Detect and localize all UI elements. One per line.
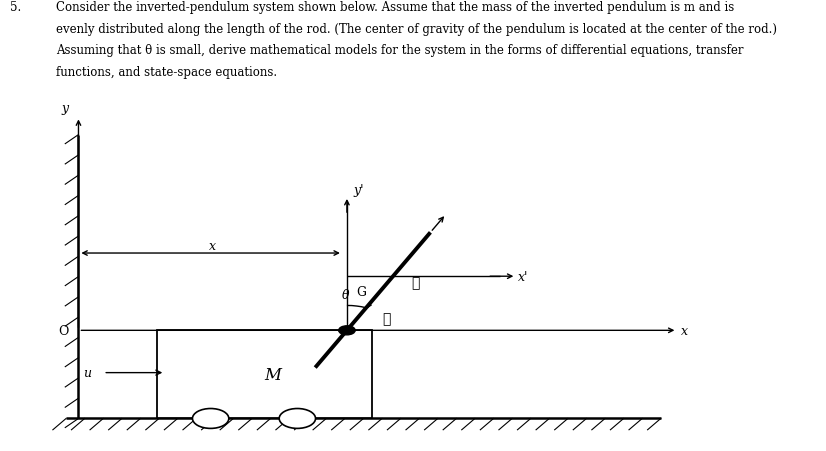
Text: 5.: 5. [10, 1, 21, 14]
Text: Assuming that θ is small, derive mathematical models for the system in the forms: Assuming that θ is small, derive mathema… [56, 44, 743, 57]
Text: y: y [61, 102, 69, 115]
Text: y': y' [354, 184, 364, 197]
Text: evenly distributed along the length of the rod. (The center of gravity of the pe: evenly distributed along the length of t… [56, 23, 777, 36]
Text: x: x [209, 240, 216, 253]
Circle shape [339, 326, 355, 335]
Text: ℓ: ℓ [382, 312, 391, 326]
Bar [157, 331, 372, 419]
Circle shape [192, 409, 229, 428]
Circle shape [279, 409, 316, 428]
Text: u: u [83, 366, 91, 379]
Text: θ: θ [342, 289, 349, 302]
Text: x': x' [518, 270, 529, 283]
Text: x: x [681, 324, 688, 337]
Text: G: G [356, 285, 366, 299]
Text: M: M [264, 366, 281, 383]
Text: Consider the inverted-pendulum system shown below. Assume that the mass of the i: Consider the inverted-pendulum system sh… [56, 1, 734, 14]
Text: O: O [58, 324, 69, 337]
Text: functions, and state-space equations.: functions, and state-space equations. [56, 66, 278, 79]
Text: ℓ: ℓ [411, 276, 420, 290]
